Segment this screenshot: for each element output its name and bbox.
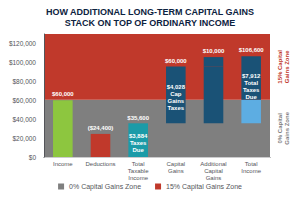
svg-text:Income: Income	[128, 175, 148, 181]
svg-text:$10,000: $10,000	[203, 48, 225, 54]
svg-text:Income: Income	[53, 161, 73, 167]
svg-text:STACK ON TOP OF ORDINARY INCOM: STACK ON TOP OF ORDINARY INCOME	[65, 18, 236, 28]
svg-text:$4,028: $4,028	[167, 84, 186, 90]
svg-text:$0: $0	[29, 154, 37, 161]
svg-text:$3,884: $3,884	[129, 133, 148, 139]
svg-text:$60,000: $60,000	[52, 91, 74, 97]
svg-text:Income: Income	[241, 168, 261, 174]
svg-text:($24,400): ($24,400)	[88, 125, 114, 131]
svg-text:HOW ADDITIONAL LONG-TERM CAPIT: HOW ADDITIONAL LONG-TERM CAPITAL GAINS	[46, 7, 254, 17]
svg-text:Total: Total	[132, 161, 145, 167]
svg-text:$40,000: $40,000	[13, 116, 37, 123]
svg-text:Gains: Gains	[206, 175, 222, 181]
svg-text:$60,000: $60,000	[165, 58, 187, 64]
svg-text:Taxable: Taxable	[128, 168, 149, 174]
svg-text:Gains Zone: Gains Zone	[284, 111, 290, 144]
svg-text:Total: Total	[245, 161, 258, 167]
svg-text:$20,000: $20,000	[13, 135, 37, 142]
svg-text:0% Capital Gains Zone: 0% Capital Gains Zone	[69, 183, 141, 191]
svg-text:Cap: Cap	[170, 91, 182, 97]
svg-text:Due: Due	[132, 147, 144, 153]
svg-text:$60,000: $60,000	[13, 97, 37, 104]
svg-text:Gains: Gains	[167, 98, 184, 104]
svg-text:Taxes: Taxes	[130, 140, 147, 146]
svg-text:$7,912: $7,912	[242, 73, 261, 79]
svg-text:Capital: Capital	[204, 168, 223, 174]
svg-text:Total: Total	[244, 80, 258, 86]
svg-text:$80,000: $80,000	[13, 78, 37, 85]
svg-text:Due: Due	[245, 94, 257, 100]
svg-text:$120,000: $120,000	[9, 40, 36, 47]
svg-text:0% Capital: 0% Capital	[277, 113, 283, 144]
svg-text:15% Capital: 15% Capital	[277, 50, 283, 84]
svg-text:$35,600: $35,600	[127, 115, 149, 121]
svg-text:Gains: Gains	[168, 168, 184, 174]
svg-text:Gains Zone: Gains Zone	[284, 50, 290, 83]
svg-text:$100,000: $100,000	[9, 59, 36, 66]
svg-text:15% Capital Gains Zone: 15% Capital Gains Zone	[166, 183, 242, 191]
svg-text:Taxes: Taxes	[243, 87, 260, 93]
svg-text:Taxes: Taxes	[168, 105, 185, 111]
svg-text:$106,600: $106,600	[239, 47, 265, 53]
svg-text:Additional: Additional	[200, 161, 226, 167]
svg-text:Capital: Capital	[166, 161, 185, 167]
svg-text:Deductions: Deductions	[85, 161, 115, 167]
